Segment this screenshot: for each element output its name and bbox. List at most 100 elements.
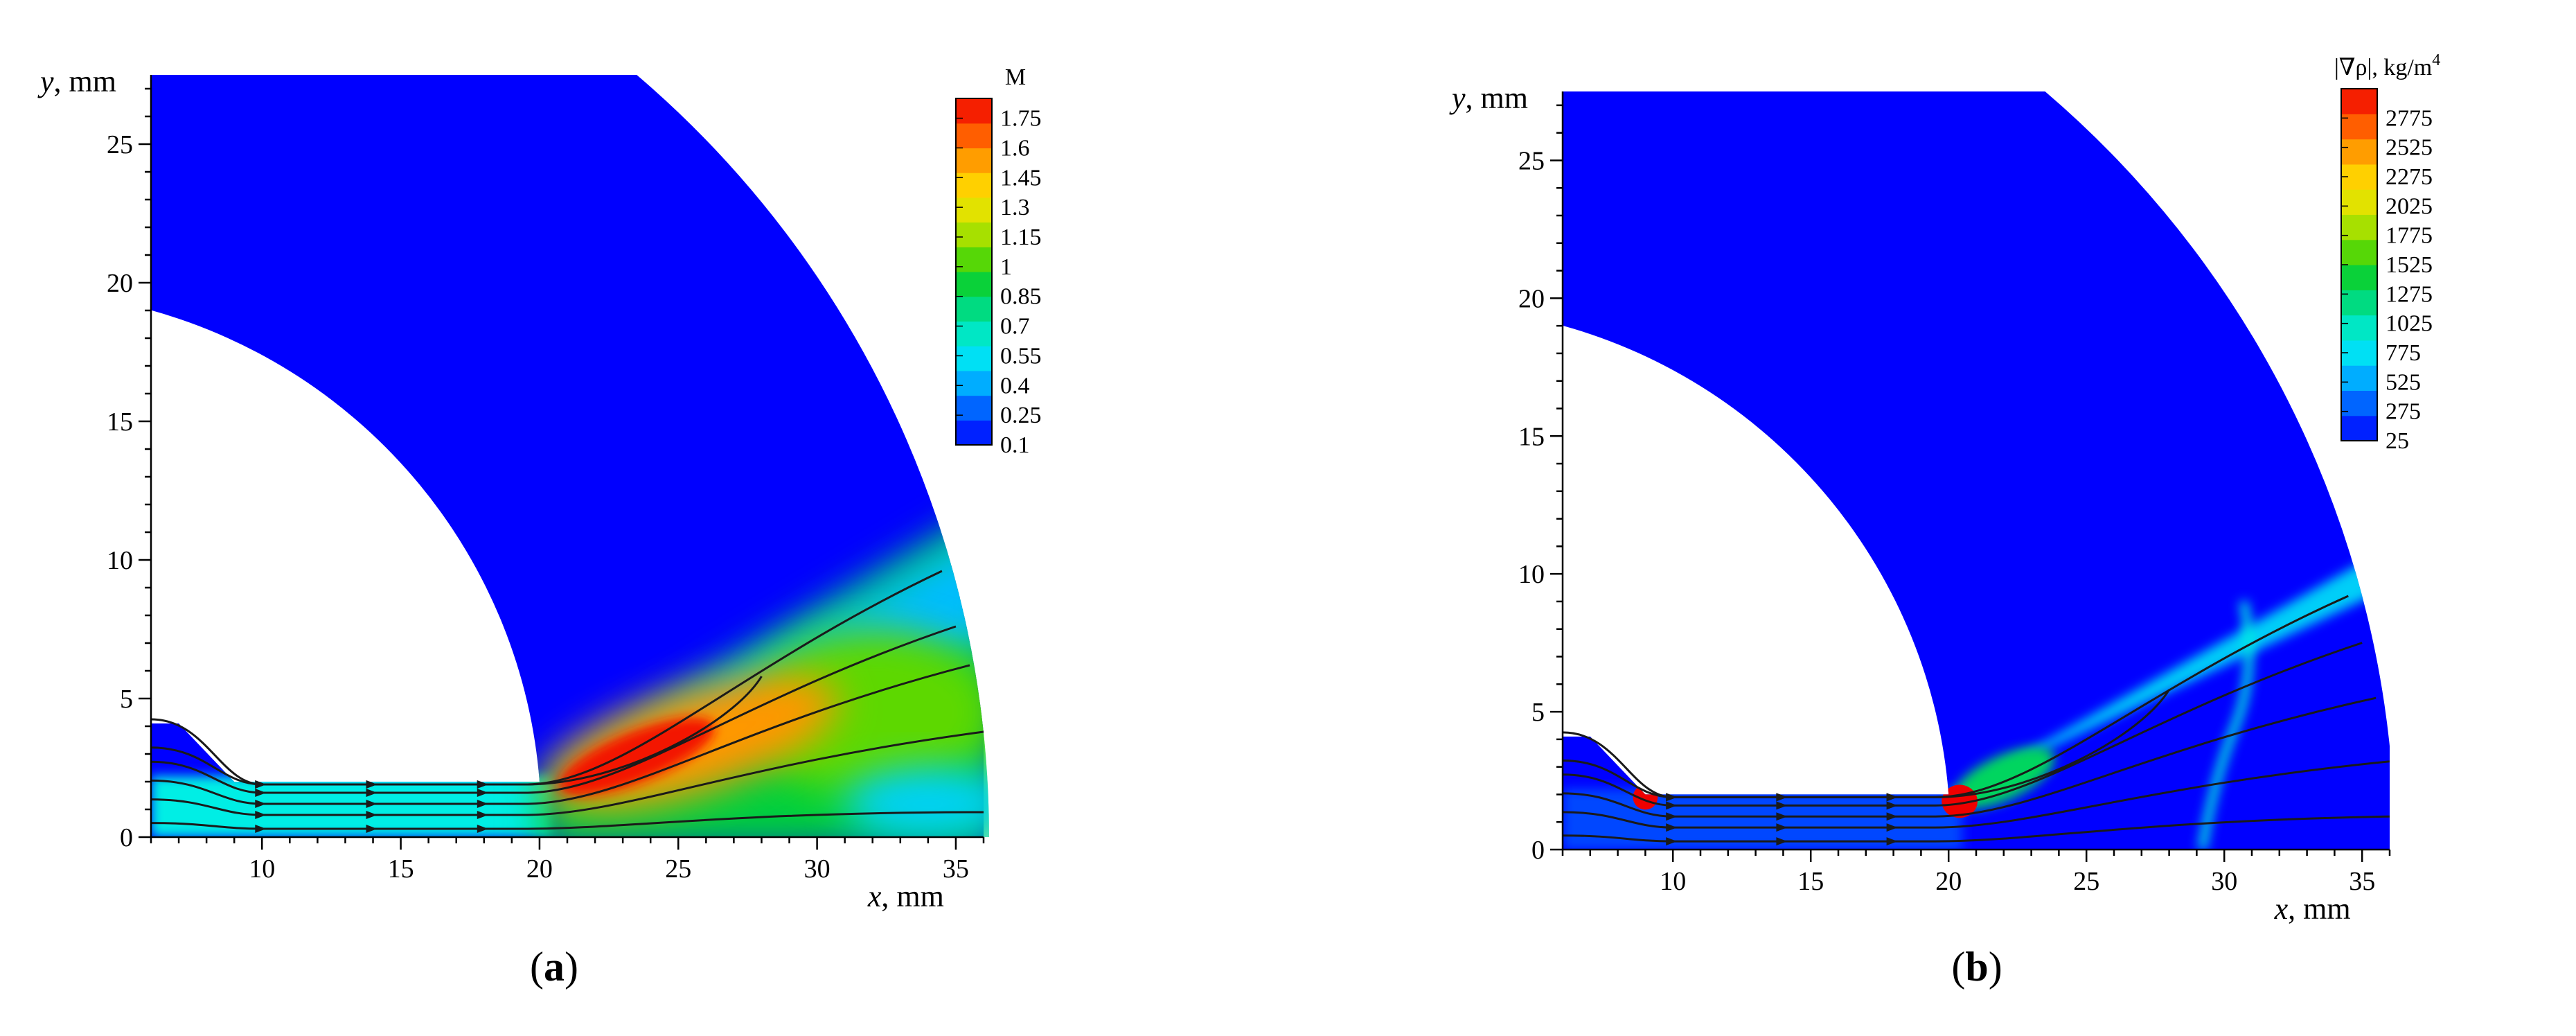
colorbar-swatch <box>2341 315 2377 341</box>
colorbar-tick-label: 1 <box>1000 254 1012 280</box>
colorbar-swatch <box>2341 139 2377 165</box>
streamline-arrow <box>1886 793 1898 802</box>
colorbar-tick-label: 1775 <box>2386 223 2433 249</box>
y-tick-label: 20 <box>107 269 133 298</box>
streamlines <box>1562 595 2390 846</box>
y-tick-label: 15 <box>1518 422 1545 451</box>
colorbar-tick-label: 1.45 <box>1000 165 1042 191</box>
streamline-arrow <box>1666 801 1678 810</box>
colorbar-title-text: |∇ρ|, kg/m <box>2334 55 2432 80</box>
panel-label-open: ( <box>530 944 544 990</box>
colorbar-title: M <box>1005 64 1026 90</box>
x-tick-label: 20 <box>526 854 553 884</box>
streamline-arrow <box>1666 823 1678 832</box>
streamline-arrow <box>477 789 488 797</box>
x-tick-label: 10 <box>1660 867 1686 896</box>
streamline <box>1562 815 2390 843</box>
colorbar-tick-label: 2525 <box>2386 135 2433 161</box>
y-tick-label: 10 <box>1518 560 1545 589</box>
y-tick-label: 25 <box>1518 146 1545 175</box>
panel-label-open: ( <box>1951 944 1965 990</box>
streamline <box>150 570 943 786</box>
axes <box>139 75 985 850</box>
colorbar-tick-label: 1.6 <box>1000 135 1030 161</box>
streamline-arrow <box>1886 812 1898 821</box>
colorbar-swatch <box>956 197 992 223</box>
colorbar-tick-label: 0.85 <box>1000 284 1042 310</box>
colorbar-tick-label: 0.55 <box>1000 343 1042 369</box>
y-axis-unit: , mm <box>1466 81 1528 115</box>
colorbar-frame <box>955 98 993 446</box>
streamlines <box>150 570 984 833</box>
streamline-arrow <box>477 825 488 833</box>
colorbar-swatch <box>2341 239 2377 265</box>
streamline <box>1562 696 2377 818</box>
panel-label-close: ) <box>565 944 578 990</box>
colorbar-tick-label: 2775 <box>2386 105 2433 131</box>
colorbar-swatch <box>2341 365 2377 392</box>
colorbar-swatch <box>2341 89 2377 114</box>
y-tick-label: 5 <box>120 685 133 714</box>
y-axis-label: y, mm <box>1449 81 1528 115</box>
y-tick-label: 0 <box>1531 836 1545 865</box>
colorbar-swatch <box>956 272 992 297</box>
colorbar-swatch <box>956 346 992 371</box>
streamline-arrow <box>1776 837 1788 846</box>
colorbar-swatch <box>956 247 992 272</box>
colorbar-swatch <box>956 222 992 247</box>
streamline <box>1562 595 2349 798</box>
contour-field <box>1563 91 2390 850</box>
streamline <box>150 625 957 794</box>
colorbar-swatch <box>2341 415 2377 441</box>
x-tick-label: 10 <box>249 854 275 884</box>
x-tick-label: 35 <box>943 854 969 884</box>
colorbar-tick-label: 1.75 <box>1000 106 1042 132</box>
streamline-arrow <box>1886 823 1898 832</box>
streamline-arrow <box>477 800 488 808</box>
outlet-blob <box>844 768 990 837</box>
x-axis-label: x, mm <box>867 879 944 913</box>
colorbar-tick-label: 1.3 <box>1000 195 1030 220</box>
streamline-arrow <box>1666 812 1678 821</box>
x-axis-var: x <box>2274 892 2289 926</box>
x-tick-label: 30 <box>804 854 830 884</box>
colorbar-swatch <box>956 370 992 396</box>
y-tick-label: 20 <box>1518 284 1545 313</box>
streamline-arrow <box>1886 801 1898 810</box>
x-tick-label: 30 <box>2211 867 2237 896</box>
streamline-arrow <box>1776 793 1788 802</box>
panel-label-letter: b <box>1965 944 1988 990</box>
colorbar-swatch <box>956 173 992 198</box>
colorbar-swatch <box>2341 189 2377 216</box>
colorbar-swatch <box>956 296 992 322</box>
streamline <box>1562 689 2170 798</box>
streamline-arrow <box>1776 801 1788 810</box>
y-tick-label: 10 <box>107 546 133 575</box>
streamline-arrow <box>255 825 267 833</box>
x-axis-var: x <box>867 879 882 913</box>
streamline <box>1562 760 2390 829</box>
streamline-arrow <box>255 780 267 789</box>
shear-layer <box>1957 546 2390 792</box>
x-tick-label: 20 <box>1935 867 1962 896</box>
panel-label: (b) <box>1951 944 2002 990</box>
colorbar-tick-label: 2275 <box>2386 164 2433 190</box>
colorbar-tick-label: 1275 <box>2386 281 2433 307</box>
x-axis-label: x, mm <box>2274 892 2351 926</box>
outer-flow-blob <box>747 629 990 796</box>
x-axis-unit: , mm <box>2288 892 2350 926</box>
colorbar-swatch <box>956 395 992 421</box>
streamline-arrow <box>1666 837 1678 846</box>
contour-field <box>151 75 990 837</box>
axes <box>1550 91 2391 862</box>
colorbar-tick-label: 25 <box>2386 428 2409 454</box>
colorbar-title-superscript: 4 <box>2432 51 2440 69</box>
streamline <box>150 676 763 786</box>
colorbar-tick-label: 1025 <box>2386 311 2433 337</box>
streamline-arrow <box>1886 837 1898 846</box>
streamline-arrow <box>255 789 267 797</box>
streamline-arrow <box>255 811 267 819</box>
